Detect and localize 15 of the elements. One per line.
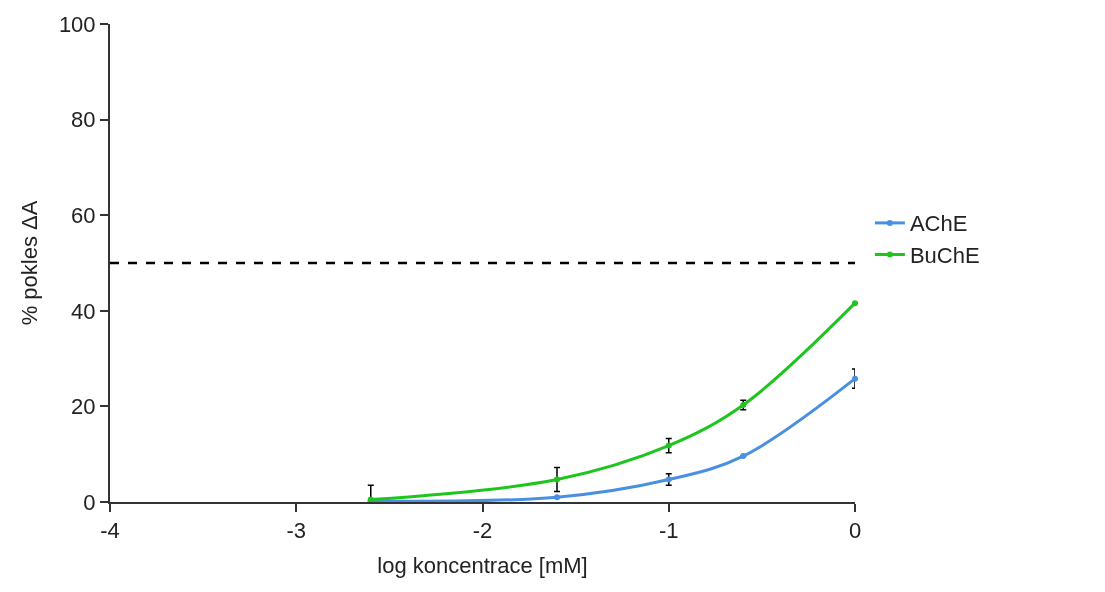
y-tick-label: 20 xyxy=(71,394,96,420)
x-tick-label: -2 xyxy=(472,518,493,544)
x-tick-label: 0 xyxy=(848,518,862,544)
y-tick-label: 100 xyxy=(58,11,96,37)
x-tick-label: -3 xyxy=(286,518,307,544)
y-tick-label: 40 xyxy=(71,298,96,324)
x-axis-title: log koncentrace [mM] xyxy=(377,552,588,578)
y-tick-label: 0 xyxy=(83,489,96,515)
y-axis-title: % pokles ΔA xyxy=(17,200,43,326)
legend-label: BuChE xyxy=(909,243,980,269)
y-tick-label: 80 xyxy=(71,107,96,133)
y-tick-label: 60 xyxy=(71,202,96,228)
legend-label: AChE xyxy=(909,211,968,237)
x-tick-label: -1 xyxy=(658,518,679,544)
x-tick-label: -4 xyxy=(100,518,120,544)
